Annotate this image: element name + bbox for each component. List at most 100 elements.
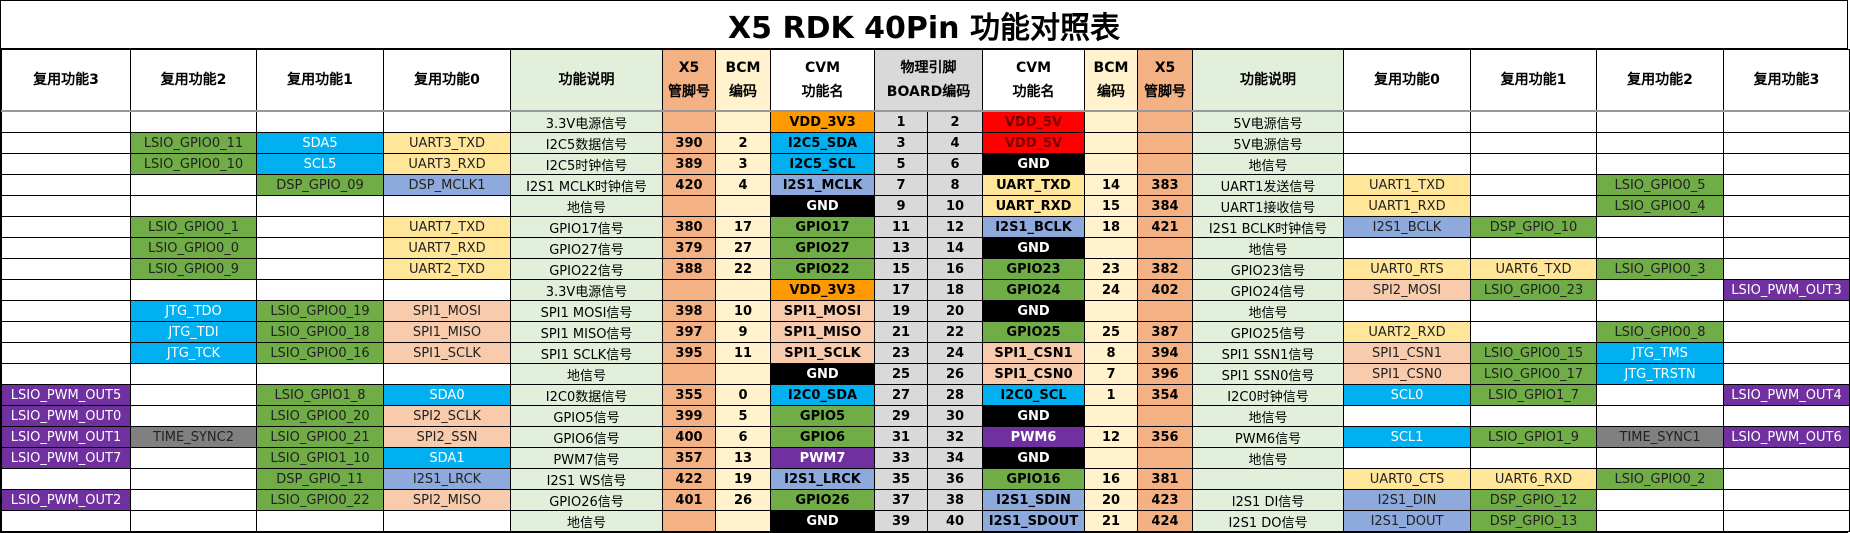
right-alt0-cell [1343,153,1471,175]
board-pin-even: 14 [927,237,983,259]
right-x5-cell: 382 [1137,258,1193,280]
right-alt0-cell: SCL1 [1343,426,1471,448]
left-bcm-cell: 4 [715,174,771,196]
board-pin-even: 22 [927,321,983,343]
left-alt1-cell: LSIO_GPIO1_10 [256,447,384,469]
right-alt0-cell [1343,237,1471,259]
right-alt3-cell [1723,510,1850,532]
left-bcm-cell: 2 [715,132,771,154]
right-desc-cell: GPIO23信号 [1192,258,1344,280]
table-row: 3.3V电源信号 VDD_3V3 1 2 VDD_5V 5V电源信号 [1,110,1850,133]
board-pin-odd: 11 [874,216,928,238]
right-desc-cell: I2S1 DO信号 [1192,510,1344,532]
left-cvm-cell: GND [770,195,875,217]
left-alt2-cell [130,405,257,427]
right-alt2-cell [1596,216,1724,238]
board-pin-even: 28 [927,384,983,406]
left-alt1-cell: SCL5 [256,153,384,175]
board-pin-odd: 17 [874,279,928,301]
left-alt3-cell [1,153,131,175]
table-row: LSIO_PWM_OUT2 LSIO_GPIO0_22 SPI2_MISO GPIO2… [1,489,1850,511]
left-alt1-cell: LSIO_GPIO0_19 [256,300,384,322]
left-desc-cell: PWM7信号 [510,447,663,469]
left-x5-cell: 395 [662,342,716,364]
right-cvm-cell: GPIO16 [982,468,1085,490]
board-pin-odd: 35 [874,468,928,490]
left-desc-cell: I2S1 MCLK时钟信号 [510,174,663,196]
right-x5-cell [1137,132,1193,154]
right-x5-cell: 384 [1137,195,1193,217]
right-alt3-cell [1723,174,1850,196]
header-left-alt0: 复用功能0 [383,49,511,112]
board-pin-even: 32 [927,426,983,448]
left-x5-cell: 397 [662,321,716,343]
left-x5-cell: 401 [662,489,716,511]
left-cvm-cell: GPIO22 [770,258,875,280]
left-alt2-cell [130,489,257,511]
right-alt1-cell [1470,174,1597,196]
right-alt2-cell: JTG_TMS [1596,342,1724,364]
right-cvm-cell: GND [982,237,1085,259]
right-alt3-cell: LSIO_PWM_OUT6 [1723,426,1850,448]
left-alt1-cell: DSP_GPIO_09 [256,174,384,196]
right-cvm-cell: SPI1_CSN0 [982,363,1085,385]
right-x5-cell: 394 [1137,342,1193,364]
left-desc-cell: SPI1 SCLK信号 [510,342,663,364]
left-alt2-cell: LSIO_GPIO0_0 [130,237,257,259]
board-pin-odd: 9 [874,195,928,217]
right-desc-cell: GPIO24信号 [1192,279,1344,301]
right-alt2-cell [1596,384,1724,406]
left-alt0-cell: UART7_TXD [383,216,511,238]
left-bcm-cell: 17 [715,216,771,238]
right-bcm-cell [1084,153,1138,175]
left-alt1-cell [256,195,384,217]
left-alt3-cell [1,132,131,154]
right-cvm-cell: GPIO25 [982,321,1085,343]
left-alt1-cell [256,279,384,301]
left-desc-cell: GPIO6信号 [510,426,663,448]
left-alt0-cell: UART3_TXD [383,132,511,154]
left-alt0-cell: SPI1_SCLK [383,342,511,364]
left-bcm-cell: 19 [715,468,771,490]
left-alt3-cell [1,195,131,217]
left-desc-cell: SPI1 MISO信号 [510,321,663,343]
board-pin-even: 40 [927,510,983,532]
right-alt2-cell [1596,405,1724,427]
left-alt1-cell: DSP_GPIO_11 [256,468,384,490]
right-bcm-cell: 8 [1084,342,1138,364]
left-bcm-cell: 9 [715,321,771,343]
left-cvm-cell: GND [770,363,875,385]
left-alt1-cell: SDA5 [256,132,384,154]
left-alt1-cell: LSIO_GPIO0_20 [256,405,384,427]
left-alt3-cell [1,510,131,532]
right-alt2-cell [1596,279,1724,301]
right-alt1-cell: DSP_GPIO_10 [1470,216,1597,238]
board-pin-odd: 25 [874,363,928,385]
right-cvm-cell: I2S1_BCLK [982,216,1085,238]
header-right-alt3: 复用功能3 [1723,49,1850,112]
left-cvm-cell: VDD_3V3 [770,279,875,301]
right-desc-cell: 地信号 [1192,447,1344,469]
right-cvm-cell: I2S1_SDIN [982,489,1085,511]
right-cvm-cell: PWM6 [982,426,1085,448]
left-alt3-cell [1,110,131,133]
left-alt1-cell: LSIO_GPIO0_21 [256,426,384,448]
right-bcm-cell [1084,447,1138,469]
right-bcm-cell: 15 [1084,195,1138,217]
left-desc-cell: I2C5时钟信号 [510,153,663,175]
page-title: X5 RDK 40Pin 功能对照表 [1,1,1847,49]
board-pin-even: 24 [927,342,983,364]
board-pin-even: 8 [927,174,983,196]
left-alt0-cell: SDA0 [383,384,511,406]
left-desc-cell: I2C0数据信号 [510,384,663,406]
left-alt0-cell [383,510,511,532]
left-alt2-cell [130,468,257,490]
left-bcm-cell: 26 [715,489,771,511]
header-left-x5: X5 管脚号 [662,49,716,112]
right-desc-cell: I2C0时钟信号 [1192,384,1344,406]
left-alt3-cell [1,258,131,280]
board-pin-even: 36 [927,468,983,490]
left-x5-cell [662,110,716,133]
right-alt2-cell: JTG_TRSTN [1596,363,1724,385]
right-x5-cell [1137,153,1193,175]
